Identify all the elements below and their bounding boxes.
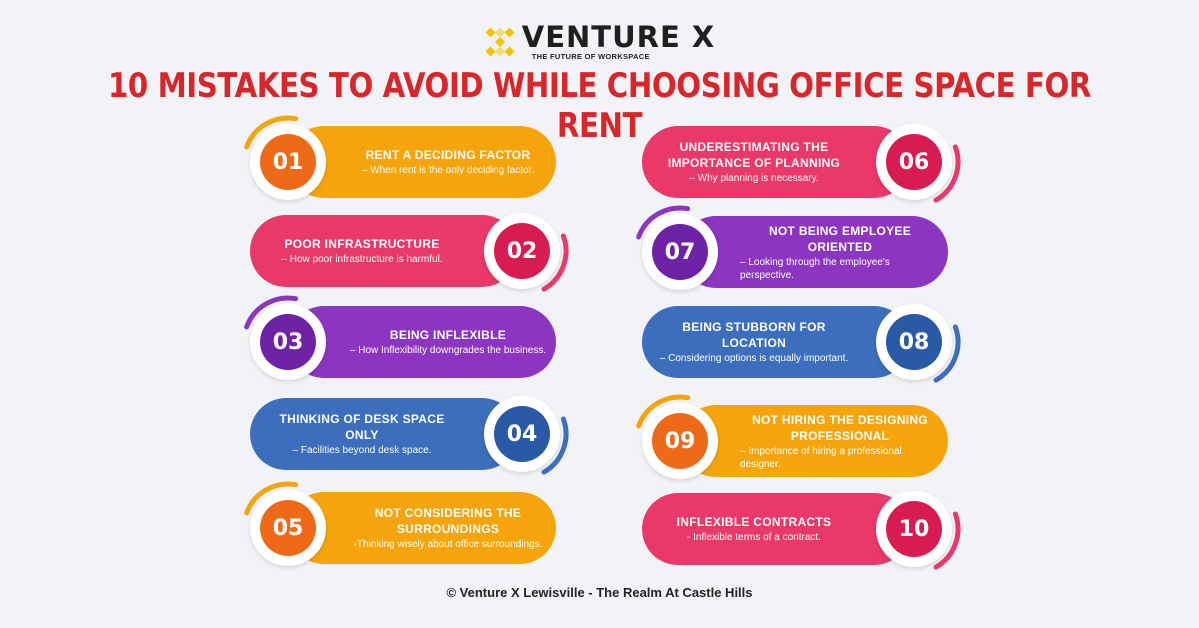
mistake-pill: RENT A DECIDING FACTOR – When rent is the…: [288, 126, 556, 198]
number-badge: 03: [238, 292, 338, 392]
number-badge: 04: [472, 384, 572, 484]
badge-arc-icon: [244, 295, 299, 330]
badge-arc-icon: [933, 324, 961, 383]
mistake-description: - Inflexible terms of a contract.: [687, 532, 821, 543]
mistake-item-05: NOT CONSIDERING THE SURROUNDINGS -Thinkin…: [244, 481, 560, 566]
mistake-number: 08: [886, 314, 942, 370]
mistake-description: – Considering options is equally importa…: [659, 353, 849, 364]
mistake-pill: BEING STUBBORN FOR LOCATION – Considering…: [642, 306, 910, 378]
mistake-pill: NOT BEING EMPLOYEE ORIENTED – Looking thr…: [680, 216, 948, 288]
badge-arc-icon: [541, 233, 569, 292]
mistake-description: – Why planning is necessary.: [689, 173, 819, 184]
mistake-pill: THINKING OF DESK SPACE ONLY – Facilities …: [250, 398, 518, 470]
mistake-title: THINKING OF DESK SPACE ONLY: [279, 412, 445, 442]
mistake-text: NOT BEING EMPLOYEE ORIENTED – Looking thr…: [740, 216, 940, 288]
mistake-text: NOT CONSIDERING THE SURROUNDINGS -Thinkin…: [348, 492, 548, 564]
mistake-text: BEING STUBBORN FOR LOCATION – Considering…: [654, 306, 854, 378]
mistake-number: 04: [494, 406, 550, 462]
mistake-description: – How poor infrastructure is harmful.: [281, 254, 443, 265]
mistake-title: BEING STUBBORN FOR LOCATION: [682, 320, 826, 350]
mistake-description: – Importance of hiring a professional de…: [740, 445, 902, 470]
badge-arc-icon: [244, 115, 299, 150]
mistake-text: THINKING OF DESK SPACE ONLY – Facilities …: [262, 398, 462, 470]
badge-arc-icon: [244, 481, 299, 516]
badge-arc-icon: [541, 416, 569, 475]
mistake-description: – How Inflexibility downgrades the busin…: [349, 345, 547, 356]
venture-x-logo-icon: [485, 27, 515, 56]
number-badge: 06: [864, 112, 964, 212]
mistake-title: NOT CONSIDERING THE SURROUNDINGS: [374, 506, 522, 536]
number-badge: 10: [864, 479, 964, 579]
logo: VENTURE X THE FUTURE OF WORKSPACE: [0, 22, 1199, 63]
mistake-number: 07: [652, 224, 708, 280]
mistake-text: RENT A DECIDING FACTOR – When rent is the…: [348, 126, 548, 198]
mistake-pill: UNDERESTIMATING THE IMPORTANCE OF PLANNI…: [642, 126, 910, 198]
mistake-title: INFLEXIBLE CONTRACTS: [676, 515, 832, 529]
mistake-item-02: POOR INFRASTRUCTURE – How poor infrastruc…: [250, 213, 569, 292]
mistake-description: – Looking through the employee's perspec…: [740, 256, 890, 281]
mistake-number: 10: [886, 501, 942, 557]
mistake-text: NOT HIRING THE DESIGNING PROFESSIONAL – I…: [740, 405, 940, 477]
mistake-pill: POOR INFRASTRUCTURE – How poor infrastruc…: [250, 215, 518, 287]
mistake-title: RENT A DECIDING FACTOR: [365, 148, 531, 162]
mistake-description: – When rent is the only deciding factor.: [361, 165, 535, 176]
mistake-title: BEING INFLEXIBLE: [389, 328, 507, 342]
number-badge: 08: [864, 292, 964, 392]
mistake-description: – Facilities beyond desk space.: [292, 445, 432, 456]
badge-arc-icon: [933, 511, 961, 570]
mistake-title: NOT HIRING THE DESIGNING PROFESSIONAL: [752, 412, 928, 443]
mistake-item-07: NOT BEING EMPLOYEE ORIENTED – Looking thr…: [636, 205, 952, 290]
badge-arc-icon: [933, 144, 961, 203]
mistake-text: UNDERESTIMATING THE IMPORTANCE OF PLANNI…: [654, 126, 854, 198]
footer-copyright: © Venture X Lewisville - The Realm At Ca…: [446, 585, 753, 600]
mistake-item-09: NOT HIRING THE DESIGNING PROFESSIONAL – I…: [636, 394, 952, 479]
mistake-number: 05: [260, 500, 316, 556]
mistake-title: UNDERESTIMATING THE IMPORTANCE OF PLANNI…: [667, 140, 841, 170]
badge-arc-icon: [636, 394, 691, 429]
number-badge: 07: [630, 202, 730, 302]
number-badge: 05: [238, 478, 338, 578]
mistake-pill: NOT CONSIDERING THE SURROUNDINGS -Thinkin…: [288, 492, 556, 564]
number-badge: 09: [630, 391, 730, 491]
mistake-item-03: BEING INFLEXIBLE – How Inflexibility down…: [244, 295, 560, 380]
mistake-title: POOR INFRASTRUCTURE: [284, 237, 440, 251]
mistake-text: BEING INFLEXIBLE – How Inflexibility down…: [348, 306, 548, 378]
mistake-number: 02: [494, 223, 550, 279]
mistake-item-10: INFLEXIBLE CONTRACTS - Inflexible terms o…: [642, 491, 961, 570]
mistake-item-01: RENT A DECIDING FACTOR – When rent is the…: [244, 115, 560, 200]
mistake-pill: BEING INFLEXIBLE – How Inflexibility down…: [288, 306, 556, 378]
mistake-title: NOT BEING EMPLOYEE ORIENTED: [768, 223, 912, 254]
mistake-pill: NOT HIRING THE DESIGNING PROFESSIONAL – I…: [680, 405, 948, 477]
mistake-text: INFLEXIBLE CONTRACTS - Inflexible terms o…: [654, 493, 854, 565]
mistake-description: -Thinking wisely about office surroundin…: [353, 539, 543, 550]
mistake-number: 09: [652, 413, 708, 469]
mistake-text: POOR INFRASTRUCTURE – How poor infrastruc…: [262, 215, 462, 287]
mistake-pill: INFLEXIBLE CONTRACTS - Inflexible terms o…: [642, 493, 910, 565]
mistake-item-04: THINKING OF DESK SPACE ONLY – Facilities …: [250, 396, 569, 475]
number-badge: 02: [472, 201, 572, 301]
number-badge: 01: [238, 112, 338, 212]
badge-arc-icon: [636, 205, 691, 240]
mistake-number: 01: [260, 134, 316, 190]
logo-tagline: THE FUTURE OF WORKSPACE: [531, 52, 650, 61]
page-title: 10 MISTAKES TO AVOID WHILE CHOOSING OFFI…: [108, 66, 1091, 146]
logo-name: VENTURE X: [521, 20, 716, 54]
mistake-number: 03: [260, 314, 316, 370]
mistake-item-08: BEING STUBBORN FOR LOCATION – Considering…: [642, 304, 961, 383]
mistake-item-06: UNDERESTIMATING THE IMPORTANCE OF PLANNI…: [642, 124, 961, 203]
mistake-number: 06: [886, 134, 942, 190]
